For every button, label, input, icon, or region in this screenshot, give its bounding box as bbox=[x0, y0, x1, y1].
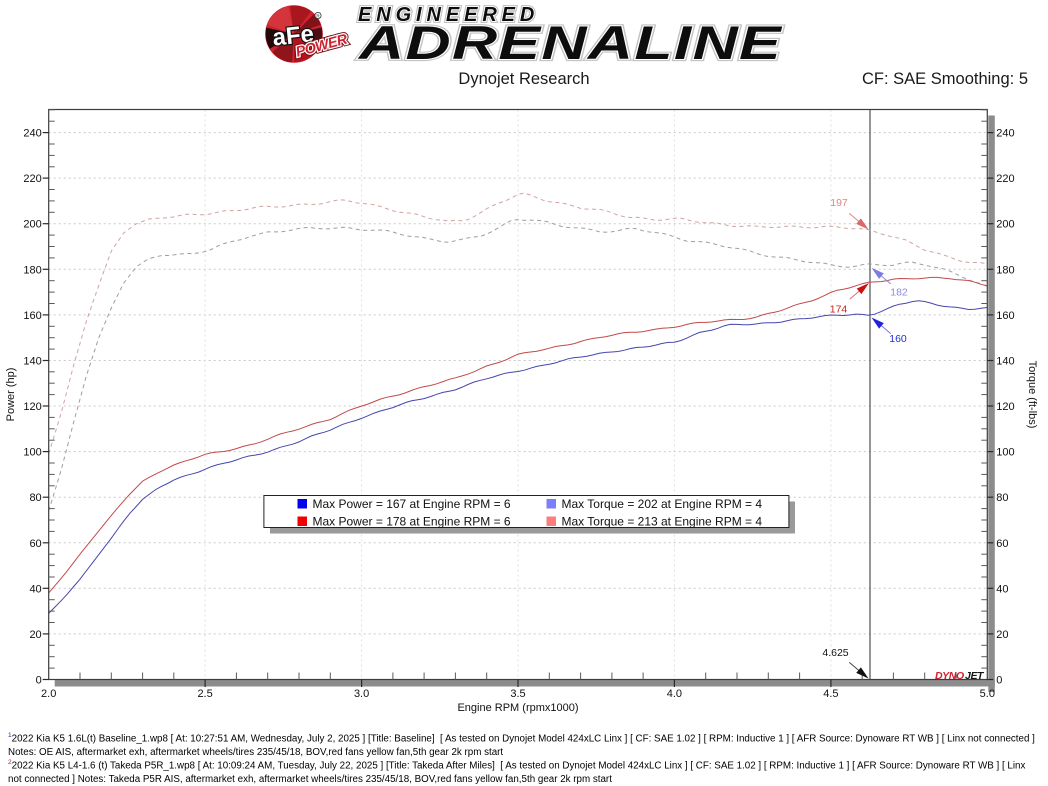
svg-text:240: 240 bbox=[996, 128, 1014, 140]
svg-text:5.0: 5.0 bbox=[980, 688, 995, 700]
svg-text:200: 200 bbox=[23, 219, 41, 231]
svg-text:20: 20 bbox=[29, 629, 41, 641]
svg-text:40: 40 bbox=[996, 583, 1008, 595]
svg-text:ADRENALINE: ADRENALINE bbox=[357, 17, 783, 70]
svg-text:180: 180 bbox=[996, 264, 1014, 276]
svg-text:Max Torque = 213 at Engine RPM: Max Torque = 213 at Engine RPM = 4 bbox=[562, 514, 763, 528]
svg-text:140: 140 bbox=[996, 356, 1014, 368]
svg-text:160: 160 bbox=[889, 333, 907, 345]
svg-text:Max Power = 178 at Engine RPM: Max Power = 178 at Engine RPM = 6 bbox=[313, 514, 511, 528]
svg-text:2.0: 2.0 bbox=[41, 688, 56, 700]
svg-text:R: R bbox=[316, 14, 320, 19]
svg-text:60: 60 bbox=[996, 538, 1008, 550]
svg-text:Torque (ft-lbs): Torque (ft-lbs) bbox=[1026, 361, 1038, 429]
svg-text:240: 240 bbox=[23, 128, 41, 140]
svg-text:3.0: 3.0 bbox=[354, 688, 369, 700]
svg-text:Power (hp): Power (hp) bbox=[5, 368, 17, 422]
svg-text:ADRENALINE: ADRENALINE bbox=[357, 17, 783, 70]
svg-text:180: 180 bbox=[23, 264, 41, 276]
svg-text:3.5: 3.5 bbox=[510, 688, 525, 700]
svg-text:182: 182 bbox=[890, 287, 908, 299]
svg-text:DYNO: DYNO bbox=[935, 670, 964, 682]
svg-text:40: 40 bbox=[29, 583, 41, 595]
svg-text:4.5: 4.5 bbox=[823, 688, 838, 700]
svg-text:20: 20 bbox=[996, 629, 1008, 641]
svg-text:JET: JET bbox=[965, 670, 985, 682]
svg-text:Max Torque = 202 at Engine RPM: Max Torque = 202 at Engine RPM = 4 bbox=[562, 497, 763, 511]
svg-text:0: 0 bbox=[36, 675, 42, 687]
svg-text:100: 100 bbox=[996, 447, 1014, 459]
svg-text:100: 100 bbox=[23, 447, 41, 459]
svg-text:0: 0 bbox=[996, 675, 1002, 687]
svg-text:ENGINEERED: ENGINEERED bbox=[358, 4, 539, 26]
svg-text:60: 60 bbox=[29, 538, 41, 550]
svg-text:80: 80 bbox=[996, 492, 1008, 504]
svg-text:Max Power = 167 at Engine RPM: Max Power = 167 at Engine RPM = 6 bbox=[313, 497, 511, 511]
svg-text:220: 220 bbox=[996, 173, 1014, 185]
svg-text:aFe: aFe bbox=[271, 20, 315, 51]
svg-text:ENGINEERED: ENGINEERED bbox=[358, 4, 539, 26]
svg-text:120: 120 bbox=[996, 401, 1014, 413]
svg-text:2.5: 2.5 bbox=[197, 688, 212, 700]
svg-text:220: 220 bbox=[23, 173, 41, 185]
svg-text:200: 200 bbox=[996, 219, 1014, 231]
svg-text:4.625: 4.625 bbox=[822, 647, 848, 659]
svg-text:80: 80 bbox=[29, 492, 41, 504]
svg-text:4.0: 4.0 bbox=[667, 688, 682, 700]
svg-text:120: 120 bbox=[23, 401, 41, 413]
svg-text:160: 160 bbox=[23, 310, 41, 322]
svg-text:140: 140 bbox=[23, 356, 41, 368]
svg-text:174: 174 bbox=[830, 304, 848, 316]
svg-text:197: 197 bbox=[830, 197, 848, 209]
svg-text:160: 160 bbox=[996, 310, 1014, 322]
svg-text:Engine RPM (rpmx1000): Engine RPM (rpmx1000) bbox=[457, 702, 578, 714]
